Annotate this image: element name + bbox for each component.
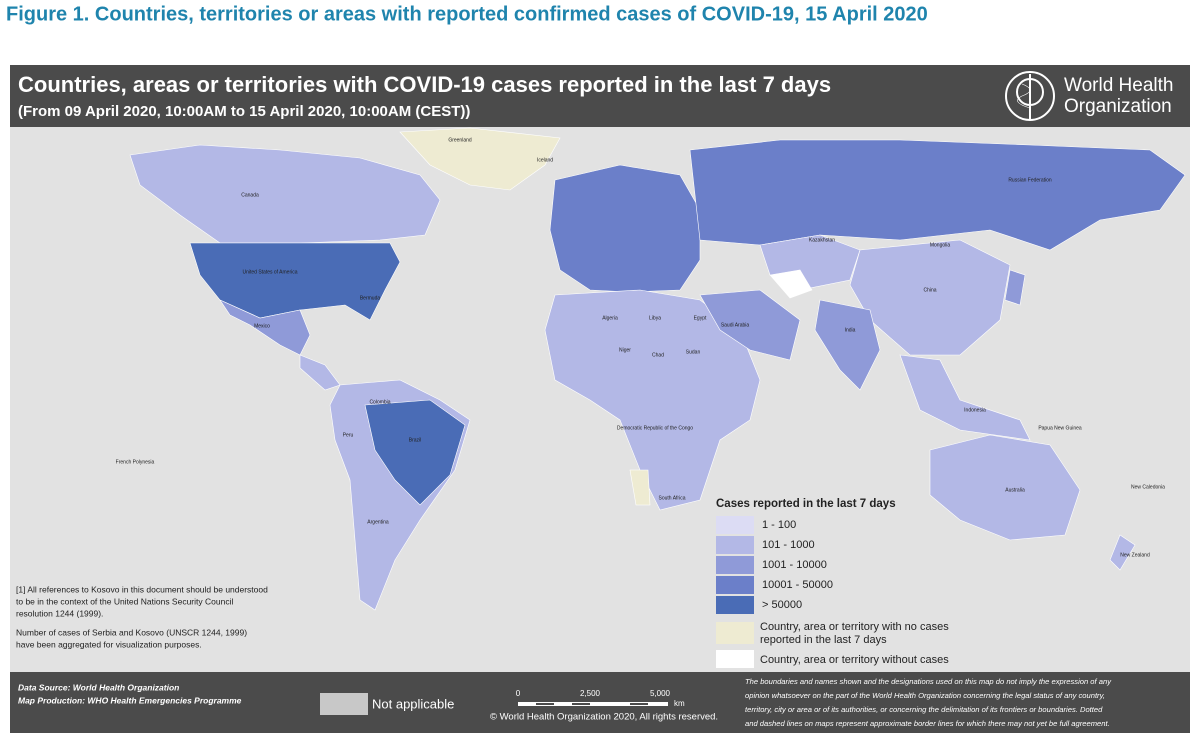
southeast-asia xyxy=(899,354,1031,441)
footnote: resolution 1244 (1999). xyxy=(16,608,103,618)
legend-label: > 50000 xyxy=(762,599,802,611)
canada xyxy=(129,144,441,244)
scale-label: 5,000 xyxy=(650,689,671,698)
country-label: Indonesia xyxy=(964,407,986,413)
legend-swatch xyxy=(716,556,754,574)
map-title: Countries, areas or territories with COV… xyxy=(18,72,831,97)
legend-label: 101 - 1000 xyxy=(762,539,815,551)
map-subtitle: (From 09 April 2020, 10:00AM to 15 April… xyxy=(18,103,470,120)
map-production: Map Production: WHO Health Emergencies P… xyxy=(18,695,242,705)
europe xyxy=(549,164,701,293)
country-label: Papua New Guinea xyxy=(1038,425,1082,431)
middle-east xyxy=(699,289,801,361)
footnote: [1] All references to Kosovo in this doc… xyxy=(16,584,268,594)
not-applicable-swatch xyxy=(320,693,368,715)
legend-swatch xyxy=(716,516,754,534)
not-applicable-label: Not applicable xyxy=(372,696,454,711)
country-label: Mongolia xyxy=(930,242,951,248)
disclaimer-line: The boundaries and names shown and the d… xyxy=(745,677,1112,686)
legend-label: 10001 - 50000 xyxy=(762,579,833,591)
country-label: Libya xyxy=(649,315,661,321)
country-label: Kazakhstan xyxy=(809,237,835,243)
copyright: © World Health Organization 2020, All ri… xyxy=(490,712,718,723)
legend-swatch xyxy=(716,650,754,668)
country-label: Bermuda xyxy=(360,295,381,301)
country-label: Egypt xyxy=(694,315,707,321)
scale-bar xyxy=(518,702,668,706)
country-label: Algeria xyxy=(602,315,618,321)
country-label: Peru xyxy=(343,432,354,438)
country-label: Saudi Arabia xyxy=(721,322,750,328)
legend-label: 1 - 100 xyxy=(762,519,796,531)
country-label: New Zealand xyxy=(1120,552,1150,558)
namibia xyxy=(629,469,651,506)
country-label: Russian Federation xyxy=(1008,177,1052,183)
country-label: Mexico xyxy=(254,323,270,329)
country-label: Brazil xyxy=(409,437,422,443)
footnote: Number of cases of Serbia and Kosovo (UN… xyxy=(16,627,247,637)
figure-title: Figure 1. Countries, territories or area… xyxy=(6,3,928,25)
country-label: Sudan xyxy=(686,349,701,355)
disclaimer-line: territory, city or area or of its author… xyxy=(745,705,1103,714)
country-label: Colombia xyxy=(369,399,390,405)
country-label: Iceland xyxy=(537,157,553,163)
country-label: India xyxy=(845,327,856,333)
legend-title: Cases reported in the last 7 days xyxy=(716,498,896,510)
org-name: Organization xyxy=(1064,96,1172,117)
org-name: World Health xyxy=(1064,75,1173,96)
central-america xyxy=(299,354,341,391)
footnote: to be in the context of the United Natio… xyxy=(16,596,233,606)
disclaimer-line: and dashed lines on maps represent appro… xyxy=(745,719,1110,728)
map-header xyxy=(10,65,1190,127)
new-zealand xyxy=(1109,534,1136,571)
country-label: New Caledonia xyxy=(1131,484,1165,490)
country-label: French Polynesia xyxy=(116,459,155,465)
legend-swatch xyxy=(716,536,754,554)
country-label: China xyxy=(923,287,936,293)
footnote: have been aggregated for visualization p… xyxy=(16,639,202,649)
country-label: Australia xyxy=(1005,487,1025,493)
australia xyxy=(929,434,1081,541)
china xyxy=(849,239,1011,356)
data-source: Data Source: World Health Organization xyxy=(18,682,179,692)
country-label: Canada xyxy=(241,192,259,198)
usa xyxy=(189,242,401,321)
brazil xyxy=(364,399,466,506)
legend-swatch xyxy=(716,622,754,644)
legend-label: 1001 - 10000 xyxy=(762,559,827,571)
country-label: Chad xyxy=(652,352,664,358)
country-label: South Africa xyxy=(659,495,686,501)
legend-label: Country, area or territory with no cases xyxy=(760,621,949,633)
scale-label: km xyxy=(674,699,685,708)
turkmenistan xyxy=(769,269,813,299)
country-label: Argentina xyxy=(367,519,389,525)
japan xyxy=(1004,269,1026,306)
who-emblem xyxy=(1005,71,1055,121)
country-label: Niger xyxy=(619,347,631,353)
country-label: United States of America xyxy=(242,269,297,275)
country-label: Democratic Republic of the Congo xyxy=(617,425,693,431)
legend-label: Country, area or territory without cases xyxy=(760,654,949,666)
world-map xyxy=(129,127,1186,611)
scale-label: 2,500 xyxy=(580,689,601,698)
disclaimer-line: opinion whatsoever on the part of the Wo… xyxy=(745,691,1105,700)
scale-label: 0 xyxy=(516,689,521,698)
greenland xyxy=(399,127,561,191)
legend-label: reported in the last 7 days xyxy=(760,634,887,646)
india xyxy=(814,299,881,391)
legend-swatch xyxy=(716,576,754,594)
country-label: Greenland xyxy=(448,137,472,143)
legend-swatch xyxy=(716,596,754,614)
